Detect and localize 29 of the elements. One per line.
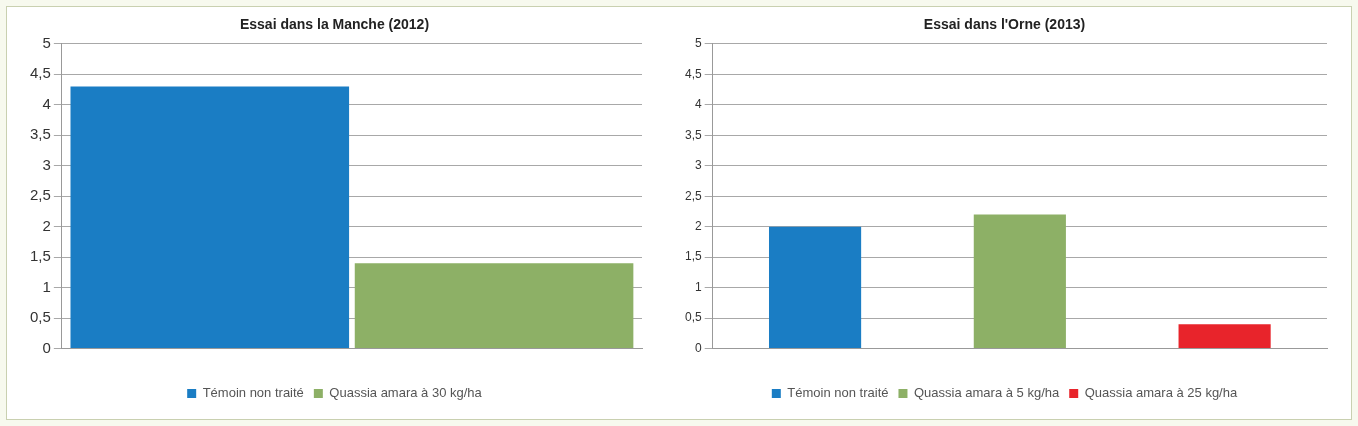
y-tick-label: 0 — [42, 338, 51, 356]
y-tick-label: 1 — [42, 277, 51, 295]
y-tick-label: 2 — [694, 218, 702, 233]
y-tick-label: 3 — [694, 158, 702, 173]
y-tick-label: 2,5 — [29, 186, 51, 204]
y-tick-label: 5 — [42, 33, 51, 51]
legend-label: Quassia amara à 25 kg/ha — [1084, 385, 1238, 401]
legend-label: Témoin non traité — [202, 385, 304, 401]
y-tick-label: 5 — [694, 36, 702, 51]
chart-title: Essai dans la Manche (2012) — [239, 16, 430, 33]
y-tick-label: 1 — [694, 279, 702, 294]
legend-label: Quassia amara à 5 kg/ha — [913, 385, 1060, 401]
y-tick-label: 4 — [694, 97, 702, 112]
y-tick-label: 4,5 — [684, 66, 702, 81]
y-tick-label: 2,5 — [684, 188, 702, 203]
y-tick-label: 1,5 — [684, 249, 702, 264]
legend-label: Témoin non traité — [787, 385, 889, 401]
chart-title: Essai dans l'Orne (2013) — [923, 16, 1086, 33]
y-tick-label: 1,5 — [29, 247, 51, 265]
y-tick-label: 3,5 — [29, 125, 51, 143]
y-tick-label: 0,5 — [29, 308, 51, 326]
y-tick-label: 3,5 — [684, 127, 702, 142]
y-tick-label: 0,5 — [684, 310, 702, 325]
y-tick-label: 3 — [42, 155, 51, 173]
y-tick-label: 0 — [694, 340, 702, 355]
legend-label: Quassia amara à 30 kg/ha — [329, 385, 483, 401]
y-tick-label: 2 — [42, 216, 51, 234]
y-tick-label: 4,5 — [29, 64, 51, 82]
y-tick-label: 4 — [42, 94, 51, 112]
